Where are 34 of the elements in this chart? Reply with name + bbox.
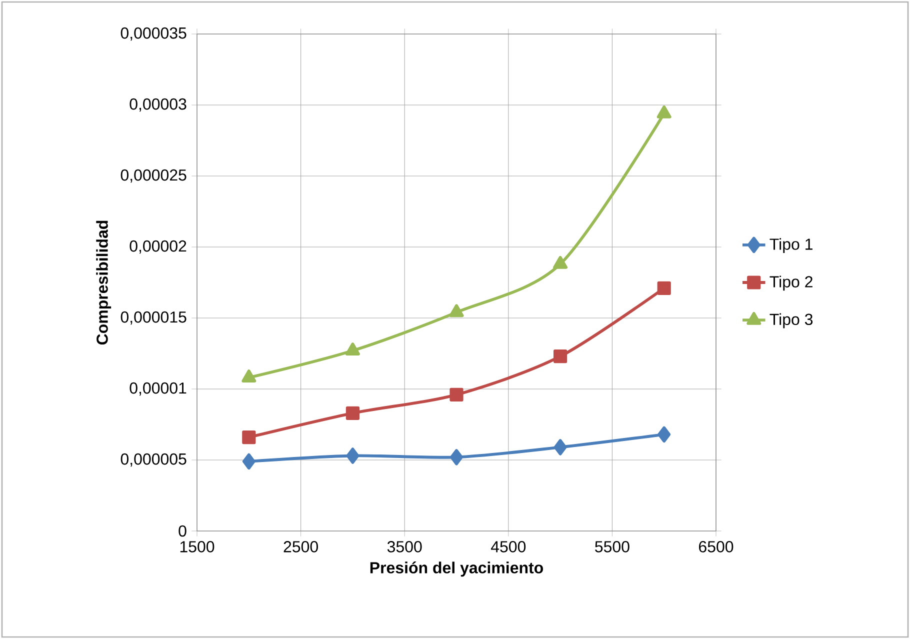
point <box>346 448 360 464</box>
point <box>656 105 672 118</box>
point <box>345 342 360 356</box>
y-tick-label: 0,000025 <box>120 169 186 183</box>
point <box>450 388 464 402</box>
x-tick-label: 1500 <box>180 541 214 552</box>
point <box>242 430 256 444</box>
point <box>554 439 567 456</box>
y-tick-label: 0,00001 <box>130 382 186 396</box>
legend-label: Tipo 2 <box>770 276 812 291</box>
y-tick-label: 0 <box>178 525 186 537</box>
point <box>242 453 256 470</box>
y-tick-label: 0,00002 <box>130 240 186 254</box>
point <box>657 281 671 295</box>
point <box>658 426 671 443</box>
point <box>553 256 568 269</box>
y-tick-label: 0,00003 <box>130 98 186 112</box>
point <box>554 350 568 364</box>
point <box>346 406 360 420</box>
x-tick-label: 6500 <box>699 541 734 552</box>
point <box>449 304 464 318</box>
x-tick-label: 3500 <box>387 541 422 552</box>
point <box>242 370 256 382</box>
y-tick-label: 0,000005 <box>120 453 186 467</box>
legend-label: Tipo 1 <box>770 238 812 254</box>
x-tick-label: 2500 <box>284 541 318 552</box>
x-tick-label: 5500 <box>595 541 630 552</box>
x-tick-label: 4500 <box>490 541 526 552</box>
y-tick-label: 0,000015 <box>120 311 186 325</box>
x-axis-title: Presión del yacimiento <box>370 562 543 577</box>
point <box>450 449 463 466</box>
legend-label: Tipo 3 <box>770 313 813 328</box>
y-tick-label: 0,000035 <box>120 27 186 41</box>
y-axis-title: Compresibilidad <box>96 220 112 345</box>
